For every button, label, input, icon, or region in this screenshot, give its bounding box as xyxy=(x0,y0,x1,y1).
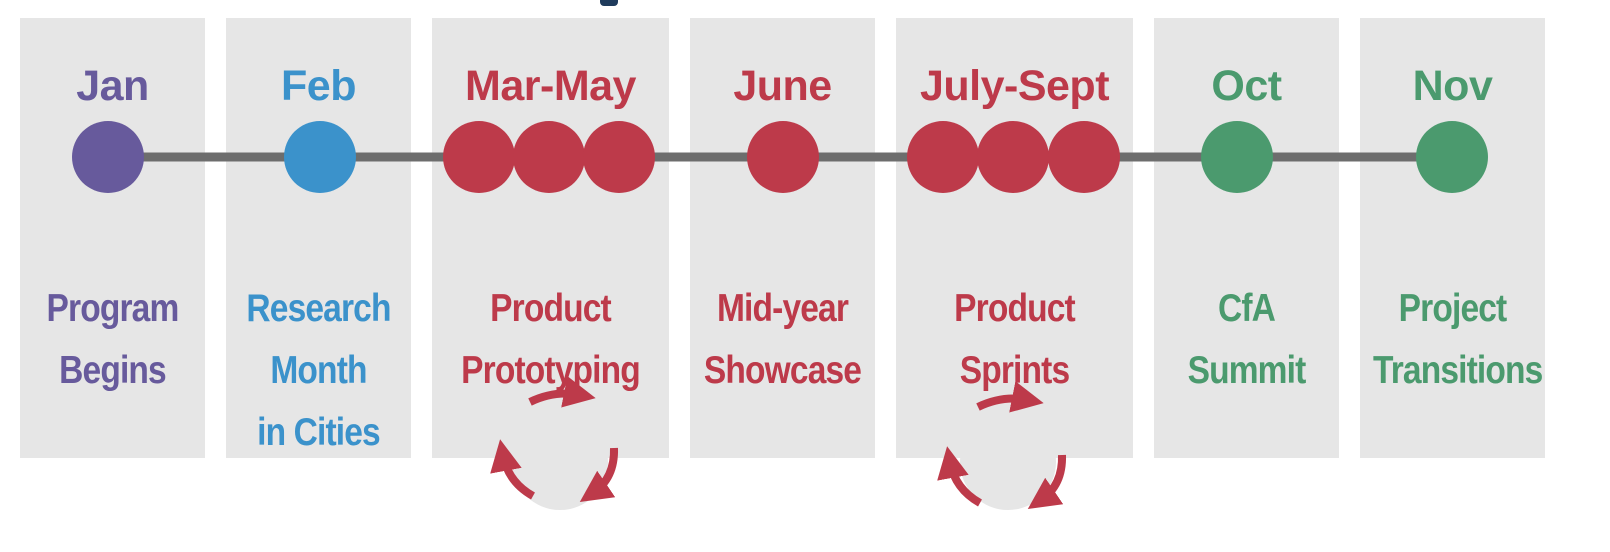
stage-caption: Program Begins xyxy=(33,278,192,402)
caption-line: in Cities xyxy=(257,411,381,454)
caption-line: Showcase xyxy=(703,349,862,392)
stage-caption: CfA Summit xyxy=(1167,278,1326,402)
stage-panel-july-sept: July-Sept Product Sprints xyxy=(896,18,1133,458)
stage-caption: Mid-year Showcase xyxy=(703,278,862,402)
stage-month-label: Feb xyxy=(281,62,356,110)
caption-line: CfA xyxy=(1217,287,1276,330)
caption-line: Transitions xyxy=(1372,349,1543,392)
caption-line: Program xyxy=(46,287,180,330)
stage-month-label: Jan xyxy=(76,62,149,110)
caption-line: Prototyping xyxy=(461,349,641,392)
caption-line: Summit xyxy=(1187,349,1307,392)
stage-month-label: Nov xyxy=(1412,62,1493,110)
caption-line: Product xyxy=(490,287,612,330)
stage-caption: Product Prototyping xyxy=(449,278,653,402)
stage-panel-mar-may: Mar-May Product Prototyping xyxy=(432,18,669,458)
caption-line: Sprints xyxy=(959,349,1070,392)
stage-month-label: Oct xyxy=(1211,62,1282,110)
stage-panel-jan: Jan Program Begins xyxy=(20,18,205,458)
stage-caption: Project Transitions xyxy=(1372,278,1543,402)
caption-line: Begins xyxy=(59,349,167,392)
stage-panel-feb: Feb Research Month in Cities xyxy=(226,18,411,458)
caption-line: Month xyxy=(270,349,367,392)
stage-month-label: June xyxy=(733,62,832,110)
stage-panel-nov: Nov Project Transitions xyxy=(1360,18,1545,458)
cycle-backdrop-mar-may xyxy=(512,414,608,510)
stage-caption: Product Sprints xyxy=(913,278,1117,402)
cycle-backdrop-july-sept xyxy=(960,414,1056,510)
caption-line: Project xyxy=(1398,287,1508,330)
caption-line: Mid-year xyxy=(716,287,849,330)
stage-panel-oct: Oct CfA Summit xyxy=(1154,18,1339,458)
stage-caption: Research Month in Cities xyxy=(239,278,398,464)
stage-panel-june: June Mid-year Showcase xyxy=(690,18,875,458)
caption-line: Research xyxy=(246,287,391,330)
stage-month-label: Mar-May xyxy=(465,62,636,110)
stage-month-label: July-Sept xyxy=(919,62,1110,110)
title-fragment xyxy=(600,0,618,6)
caption-line: Product xyxy=(954,287,1076,330)
